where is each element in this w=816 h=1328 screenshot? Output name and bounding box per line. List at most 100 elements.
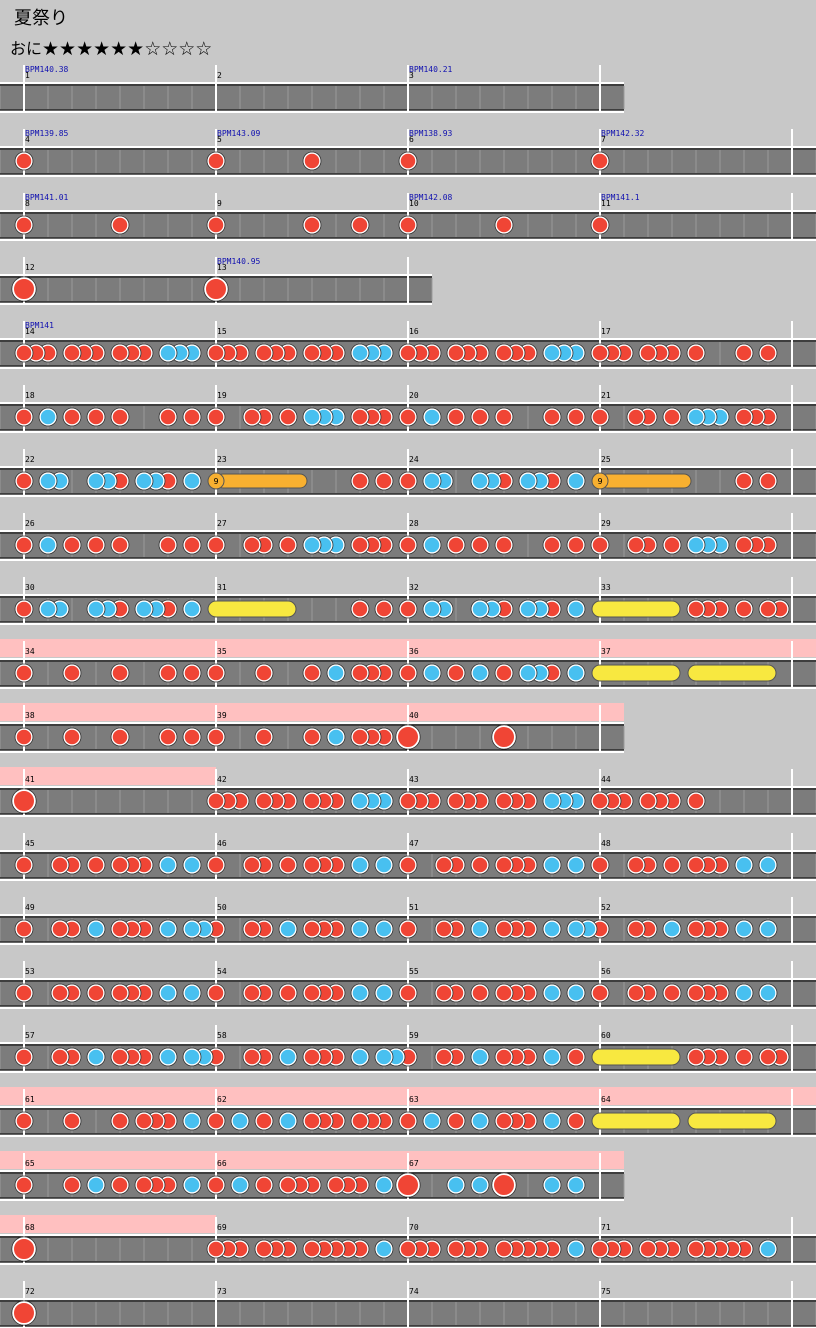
note-outline — [638, 1239, 658, 1259]
don-note — [243, 920, 261, 938]
don-note — [15, 1112, 33, 1130]
note-outline — [470, 407, 490, 427]
ka-note — [687, 536, 705, 554]
don-note — [111, 216, 129, 234]
don-note — [15, 1176, 33, 1194]
ka-note — [567, 1240, 585, 1258]
big-don-note — [492, 725, 516, 749]
note-outline — [278, 535, 298, 555]
note-outline — [14, 407, 34, 427]
measure-number: 67 — [409, 1159, 419, 1168]
note-outline — [110, 919, 130, 939]
don-note — [663, 536, 681, 554]
measure-number: 32 — [409, 583, 419, 592]
ka-note — [375, 920, 393, 938]
don-note — [255, 1112, 273, 1130]
note-outline — [62, 407, 82, 427]
measure-number: 11 — [601, 199, 611, 208]
ka-note — [279, 1112, 297, 1130]
gogo-band — [408, 703, 624, 721]
don-note — [159, 728, 177, 746]
note-outline — [398, 151, 418, 171]
note-outline — [374, 599, 394, 619]
note-outline — [278, 983, 298, 1003]
row: 26 27 28 29 — [0, 513, 816, 561]
don-note — [351, 536, 369, 554]
ka-note — [351, 792, 369, 810]
ka-note — [39, 536, 57, 554]
note-outline — [62, 535, 82, 555]
don-note — [303, 1240, 321, 1258]
note-outline — [494, 855, 514, 875]
don-note — [255, 1240, 273, 1258]
ka-note — [39, 600, 57, 618]
ka-note — [735, 920, 753, 938]
don-note — [351, 472, 369, 490]
ka-note — [567, 664, 585, 682]
note-outline — [758, 343, 778, 363]
note-outline — [242, 1047, 262, 1067]
don-note — [435, 984, 453, 1002]
don-note — [495, 792, 513, 810]
balloon-count: 9 — [597, 477, 602, 486]
gogo-band — [0, 1215, 216, 1233]
don-note — [63, 344, 81, 362]
ka-note — [543, 920, 561, 938]
ka-note — [87, 920, 105, 938]
note-outline — [398, 215, 418, 235]
note-outline — [206, 727, 226, 747]
don-note — [663, 984, 681, 1002]
ka-note — [327, 664, 345, 682]
note-outline — [86, 1047, 106, 1067]
measure-number: 4 — [25, 135, 30, 144]
balloon-count: 9 — [213, 477, 218, 486]
measure-number: 46 — [217, 839, 227, 848]
note-outline — [446, 663, 466, 683]
note-outline — [398, 1239, 418, 1259]
note-outline — [626, 919, 646, 939]
measure-number: 2 — [217, 71, 222, 80]
note-outline — [206, 1175, 226, 1195]
note-outline — [86, 471, 106, 491]
note-outline — [374, 1047, 394, 1067]
note-outline — [206, 535, 226, 555]
note-outline — [182, 1111, 202, 1131]
gogo-band — [408, 639, 600, 657]
measure-number: 3 — [409, 71, 414, 80]
note-outline — [158, 855, 178, 875]
note-outline — [590, 407, 610, 427]
measure-number: 59 — [409, 1031, 419, 1040]
note-outline — [434, 983, 454, 1003]
measure-number: 6 — [409, 135, 414, 144]
difficulty: おに — [10, 39, 42, 58]
note-outline — [374, 1175, 394, 1195]
note-outline — [374, 1239, 394, 1259]
note-outline — [470, 663, 490, 683]
ka-note — [351, 856, 369, 874]
note-outline — [254, 663, 274, 683]
measure-number: 22 — [25, 455, 35, 464]
note-outline — [14, 727, 34, 747]
don-note — [207, 984, 225, 1002]
don-note — [207, 792, 225, 810]
note-outline — [242, 919, 262, 939]
measure-number: 28 — [409, 519, 419, 528]
note-outline — [398, 983, 418, 1003]
ka-note — [87, 600, 105, 618]
note-outline — [38, 599, 58, 619]
note-outline — [350, 1111, 370, 1131]
don-note — [687, 1240, 705, 1258]
measure-number: 44 — [601, 775, 611, 784]
gogo-band — [216, 703, 408, 721]
measure-number: 50 — [217, 903, 227, 912]
note-outline — [254, 343, 274, 363]
don-note — [111, 664, 129, 682]
bpm-label: BPM141 — [25, 321, 54, 330]
don-note — [495, 1112, 513, 1130]
note-outline — [566, 535, 586, 555]
note-outline — [14, 663, 34, 683]
ka-note — [423, 600, 441, 618]
note-outline — [158, 983, 178, 1003]
